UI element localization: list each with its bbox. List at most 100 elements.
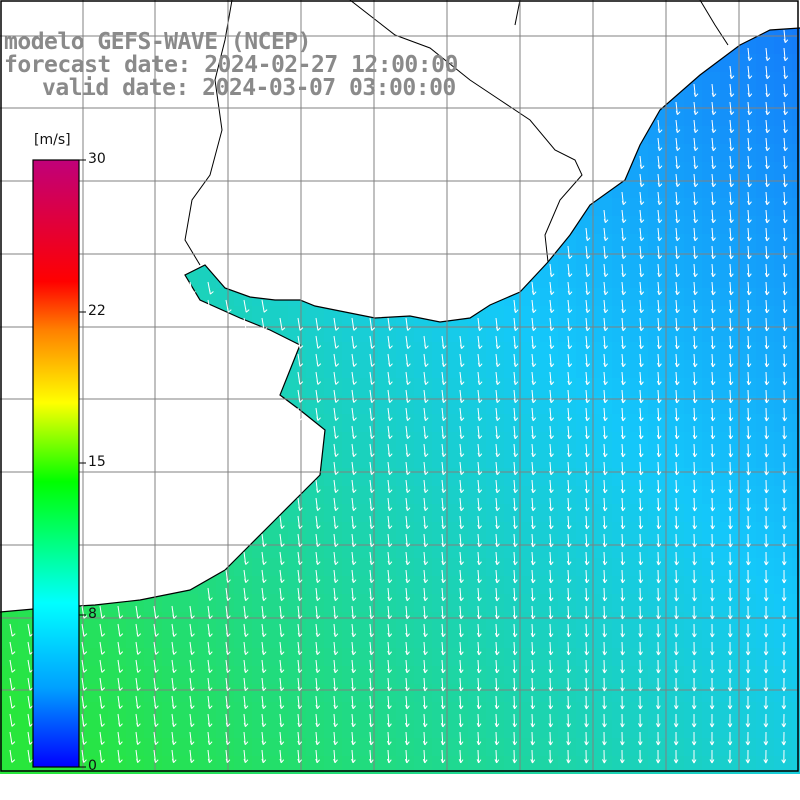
- wind-speed-cell: [468, 468, 486, 486]
- wind-arrow: [783, 119, 788, 134]
- colorbar: [32, 159, 80, 768]
- wind-arrow: [691, 713, 697, 728]
- wind-arrow: [531, 443, 536, 458]
- wind-arrow: [297, 533, 303, 547]
- wind-speed-cell: [648, 522, 666, 540]
- wind-speed-cell: [540, 432, 558, 450]
- wind-arrow: [549, 389, 555, 404]
- wind-arrow: [207, 695, 213, 709]
- wind-arrow: [171, 659, 177, 673]
- wind-speed-cell: [792, 90, 800, 108]
- wind-arrow: [710, 389, 716, 404]
- wind-arrow: [673, 731, 679, 746]
- wind-speed-cell: [720, 90, 738, 108]
- wind-speed-cell: [306, 360, 324, 378]
- wind-arrow: [531, 497, 536, 512]
- wind-arrow: [638, 641, 643, 656]
- wind-speed-cell: [270, 612, 288, 630]
- wind-speed-cell: [612, 540, 630, 558]
- wind-arrow: [638, 713, 643, 728]
- wind-arrow: [745, 696, 751, 710]
- wind-speed-cell: [396, 522, 414, 540]
- wind-arrow: [423, 551, 429, 566]
- wind-speed-cell: [702, 72, 720, 90]
- wind-arrow: [782, 263, 788, 278]
- wind-arrow: [261, 299, 268, 313]
- wind-arrow: [657, 317, 662, 332]
- wind-speed-cell: [774, 468, 792, 486]
- wind-arrow: [351, 371, 357, 385]
- wind-speed-cell: [666, 216, 684, 234]
- wind-speed-cell: [756, 756, 774, 774]
- wind-speed-cell: [288, 684, 306, 702]
- wind-arrow: [782, 245, 788, 260]
- wind-arrow: [513, 389, 519, 404]
- wind-speed-cell: [612, 396, 630, 414]
- wind-arrow: [387, 353, 393, 367]
- wind-arrow: [729, 281, 734, 296]
- wind-arrow: [692, 569, 697, 584]
- wind-speed-cell: [432, 666, 450, 684]
- wind-speed-cell: [756, 306, 774, 324]
- forecast-date: forecast date: 2024-02-27 12:00:00: [4, 52, 458, 78]
- wind-arrow: [351, 425, 357, 439]
- wind-speed-cell: [468, 378, 486, 396]
- wind-arrow: [351, 443, 357, 457]
- wind-arrow: [441, 389, 447, 404]
- wind-arrow: [495, 479, 501, 494]
- wind-arrow: [709, 695, 715, 710]
- wind-speed-cell: [648, 648, 666, 666]
- wind-arrow: [584, 623, 590, 638]
- wind-arrow: [764, 443, 770, 458]
- wind-speed-cell: [468, 540, 486, 558]
- wind-arrow: [81, 677, 88, 691]
- wind-speed-cell: [396, 756, 414, 774]
- wind-speed-cell: [558, 468, 576, 486]
- wind-arrow: [638, 497, 644, 512]
- wind-arrow: [387, 389, 393, 403]
- wind-arrow: [530, 695, 536, 710]
- wind-arrow: [567, 371, 573, 386]
- wind-speed-cell: [648, 666, 666, 684]
- wind-arrow: [729, 173, 734, 188]
- wind-speed-cell: [702, 756, 720, 774]
- wind-arrow: [567, 299, 573, 314]
- wind-speed-cell: [612, 648, 630, 666]
- wind-arrow: [494, 749, 500, 764]
- wind-arrow: [763, 660, 769, 674]
- wind-arrow: [387, 515, 393, 530]
- wind-arrow: [513, 551, 518, 566]
- wind-speed-cell: [792, 360, 800, 378]
- wind-arrow: [512, 623, 518, 638]
- wind-speed-cell: [774, 252, 792, 270]
- wind-speed-cell: [756, 288, 774, 306]
- wind-arrow: [745, 731, 751, 746]
- wind-arrow: [513, 461, 518, 476]
- wind-speed-cell: [378, 414, 396, 432]
- wind-arrow: [530, 623, 536, 638]
- wind-speed-cell: [630, 576, 648, 594]
- wind-speed-cell: [360, 504, 378, 522]
- wind-arrow: [727, 659, 733, 674]
- wind-arrow: [781, 551, 787, 566]
- wind-arrow: [729, 65, 735, 80]
- wind-arrow: [423, 587, 428, 602]
- wind-arrow: [513, 299, 519, 314]
- wind-speed-cell: [738, 54, 756, 72]
- wind-arrow: [458, 749, 464, 764]
- wind-arrow: [459, 407, 465, 422]
- wind-speed-cell: [738, 90, 756, 108]
- wind-arrow: [783, 29, 789, 44]
- wind-arrow: [351, 569, 357, 584]
- wind-speed-cell: [522, 540, 540, 558]
- wind-arrow: [656, 569, 662, 584]
- wind-speed-cell: [774, 144, 792, 162]
- wind-arrow: [727, 732, 733, 746]
- wind-speed-cell: [648, 630, 666, 648]
- wind-arrow: [441, 497, 447, 512]
- wind-speed-cell: [594, 342, 612, 360]
- wind-speed-cell: [702, 306, 720, 324]
- wind-arrow: [387, 371, 393, 385]
- wind-arrow: [458, 659, 464, 674]
- wind-speed-cell: [0, 612, 18, 630]
